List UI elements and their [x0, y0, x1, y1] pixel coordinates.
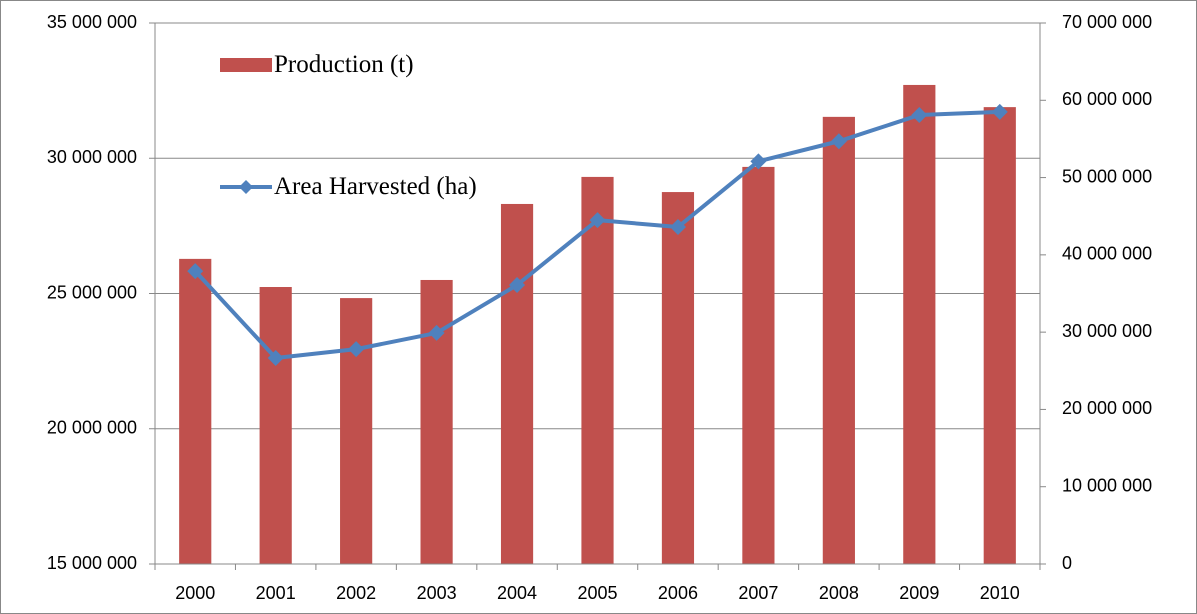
y2-tick-label: 70 000 000: [1062, 12, 1152, 32]
legend-production: Production (t): [220, 46, 484, 84]
y2-tick-label: 30 000 000: [1062, 321, 1152, 341]
y2-tick-label: 20 000 000: [1062, 398, 1152, 418]
x-tick-label: 2006: [658, 583, 698, 603]
legend-swatch: [220, 58, 272, 72]
y2-tick-label: 40 000 000: [1062, 244, 1152, 264]
x-tick-label: 2007: [738, 583, 778, 603]
x-tick-label: 2001: [256, 583, 296, 603]
bar: [340, 298, 373, 564]
y2-tick-label: 10 000 000: [1062, 475, 1152, 495]
bar: [259, 287, 292, 564]
marker: [669, 219, 686, 236]
y2-tick-label: 60 000 000: [1062, 89, 1152, 109]
y-tick-label: 35 000 000: [47, 12, 137, 32]
marker: [267, 350, 284, 367]
legend-label: Production (t): [274, 51, 414, 78]
marker: [589, 212, 606, 229]
y2-tick-label: 0: [1062, 553, 1072, 573]
x-tick-label: 2003: [417, 583, 457, 603]
marker: [509, 276, 526, 293]
marker: [991, 103, 1008, 120]
y-tick-label: 20 000 000: [47, 418, 137, 438]
legend-label: Area Harvested (ha): [274, 173, 477, 200]
marker: [830, 133, 847, 150]
bar: [179, 258, 212, 564]
x-tick-label: 2002: [336, 583, 376, 603]
x-tick-label: 2000: [175, 583, 215, 603]
x-tick-label: 2010: [980, 583, 1020, 603]
marker: [348, 341, 365, 358]
bar: [983, 107, 1016, 565]
bar: [581, 176, 614, 565]
bar: [822, 116, 855, 565]
marker: [911, 106, 928, 123]
marker: [750, 153, 767, 170]
x-tick-label: 2009: [899, 583, 939, 603]
legend-area: Area Harvested (ha): [220, 168, 484, 206]
bar: [742, 166, 775, 564]
y-tick-label: 25 000 000: [47, 282, 137, 302]
bar: [661, 192, 695, 564]
marker: [187, 263, 204, 280]
bar: [500, 203, 534, 565]
y-tick-label: 30 000 000: [47, 147, 137, 167]
x-tick-label: 2004: [497, 583, 537, 603]
x-tick-label: 2005: [577, 583, 617, 603]
y-tick-label: 15 000 000: [47, 553, 137, 573]
marker: [428, 324, 445, 341]
y2-tick-label: 50 000 000: [1062, 166, 1152, 186]
legend-swatch: [220, 180, 272, 194]
bar: [420, 279, 453, 564]
bar: [903, 84, 936, 564]
x-tick-label: 2008: [819, 583, 859, 603]
